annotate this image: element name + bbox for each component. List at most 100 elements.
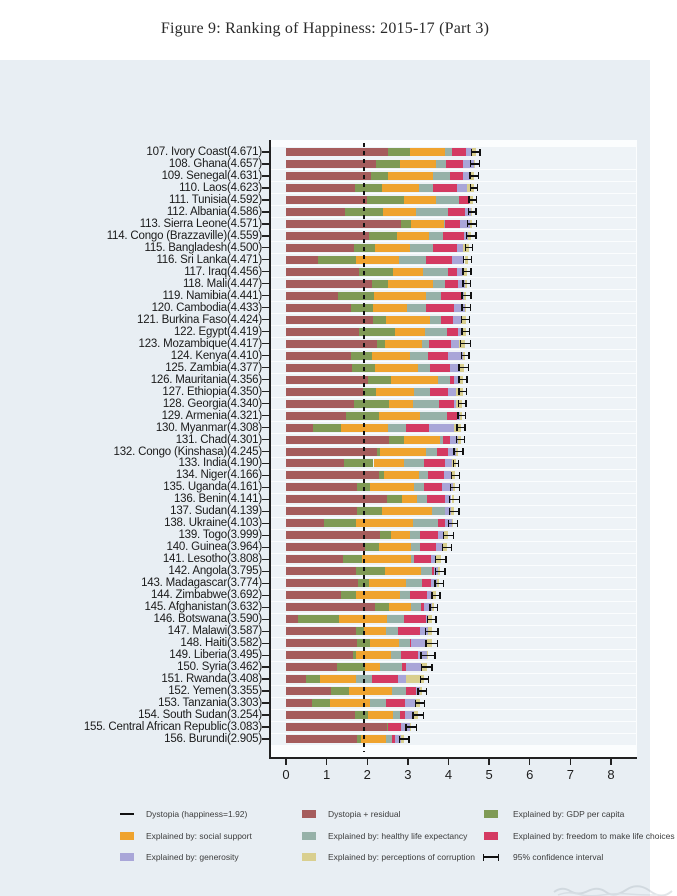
ci-error-bar <box>399 738 409 740</box>
y-tick <box>262 546 270 548</box>
country-label: 123. Mozambique(4.417) <box>138 337 263 350</box>
ci-cap-left <box>459 340 462 348</box>
bar-segment-social_support <box>375 363 418 372</box>
bar-segment-healthy_life_expectancy <box>380 663 402 672</box>
ci-error-bar <box>453 462 459 465</box>
bar-segment-generosity <box>450 363 461 372</box>
bar-segment-healthy_life_expectancy <box>436 159 447 168</box>
ci-error-bar <box>457 414 466 417</box>
bar-segment-dystopia_residual <box>286 303 351 312</box>
bar-segment-perceptions_of_corruption <box>406 675 425 684</box>
ci-cap-left <box>398 735 400 743</box>
ci-error-bar <box>461 331 470 333</box>
bar-segment-generosity <box>458 327 462 336</box>
bar-segment-freedom <box>426 255 452 264</box>
ci-cap-right <box>422 711 425 719</box>
ci-cap-right <box>475 196 477 204</box>
country-label: 147. Malawi(3.587) <box>167 625 262 638</box>
bar-segment-dystopia_residual <box>286 615 298 624</box>
ci-cap-left <box>465 232 468 240</box>
row-stripe <box>271 685 636 697</box>
ci-cap-right <box>439 591 441 599</box>
bar-segment-dystopia_residual <box>286 231 369 240</box>
bar-segment-freedom <box>428 471 445 480</box>
y-tick <box>262 271 270 273</box>
y-tick <box>262 438 270 441</box>
bar-segment-freedom <box>388 723 401 732</box>
bar-segment-dystopia_residual <box>286 255 319 264</box>
ci-error-bar <box>456 438 465 441</box>
ci-cap-left <box>456 424 458 432</box>
bar-segment-dystopia_residual <box>286 148 389 156</box>
ci-error-bar <box>420 678 429 680</box>
bar-segment-dystopia_residual <box>286 675 307 684</box>
ci-cap-left <box>447 519 449 527</box>
country-label: 113. Sierra Leone(4.571) <box>139 217 262 230</box>
bar-segment-gdp_per_capita <box>377 339 386 348</box>
ci-cap-right <box>475 220 477 228</box>
bar-segment-freedom <box>431 567 434 576</box>
bar-segment-dystopia_residual <box>286 543 365 552</box>
ci-cap-left <box>434 579 436 587</box>
country-label: 107. Ivory Coast(4.671) <box>146 146 262 158</box>
bar-segment-social_support <box>394 327 426 336</box>
bar-segment-generosity <box>459 219 470 228</box>
ci-cap-right <box>452 531 455 539</box>
ci-cap-right <box>479 148 481 156</box>
bar-segment-social_support <box>382 207 416 216</box>
row-stripe <box>271 541 636 553</box>
x-tick <box>488 758 490 765</box>
bar-segment-gdp_per_capita <box>358 267 393 276</box>
bar-segment-gdp_per_capita <box>400 219 412 228</box>
ci-error-bar <box>470 187 478 189</box>
ci-error-bar <box>435 570 446 572</box>
bar-segment-healthy_life_expectancy <box>398 639 411 648</box>
bar-segment-social_support <box>403 435 441 444</box>
bar-segment-healthy_life_expectancy <box>423 267 448 276</box>
ci-error-bar <box>458 402 466 405</box>
bar-segment-generosity <box>463 159 474 168</box>
row-stripe <box>271 553 636 565</box>
country-label: 154. South Sudan(3.254) <box>138 709 262 722</box>
ci-error-bar <box>427 618 436 620</box>
ci-cap-left <box>469 172 471 180</box>
bar-segment-generosity <box>447 351 463 360</box>
ci-cap-left <box>442 531 445 539</box>
ci-cap-right <box>462 448 464 455</box>
bar-segment-social_support <box>381 507 433 516</box>
ci-error-bar <box>425 642 438 644</box>
bar-segment-healthy_life_expectancy <box>385 627 399 636</box>
bar-segment-dystopia_residual <box>286 195 368 204</box>
bar-segment-freedom <box>449 375 454 384</box>
ci-error-bar <box>461 319 470 321</box>
ci-cap-left <box>417 687 419 695</box>
bar-segment-healthy_life_expectancy <box>414 483 424 492</box>
bar-segment-dystopia_residual <box>286 387 364 396</box>
bar-segment-gdp_per_capita <box>388 148 411 156</box>
country-label: 156. Burundi(2.905) <box>164 733 262 746</box>
y-tick <box>262 283 270 285</box>
ci-error-bar <box>459 390 467 393</box>
bar-segment-dystopia_residual <box>286 183 355 192</box>
bar-segment-freedom <box>422 579 432 588</box>
bar-segment-gdp_per_capita <box>351 351 372 360</box>
country-label: 126. Mauritania(4.356) <box>150 373 263 386</box>
country-label: 141. Lesotho(3.808) <box>162 553 262 566</box>
ci-error-bar <box>442 546 452 548</box>
ci-cap-right <box>465 388 468 396</box>
ci-error-bar <box>458 366 469 369</box>
legend-item-label: Explained by: GDP per capita <box>513 808 625 819</box>
bar-segment-social_support <box>363 627 386 636</box>
bar-segment-freedom <box>447 267 458 276</box>
ci-cap-left <box>470 160 472 168</box>
bar-segment-healthy_life_expectancy <box>392 687 407 696</box>
bar-segment-generosity <box>447 447 457 456</box>
ci-cap-left <box>420 651 422 659</box>
bar-segment-healthy_life_expectancy <box>429 231 444 240</box>
ci-cap-right <box>458 459 460 467</box>
bar-segment-healthy_life_expectancy <box>419 471 429 480</box>
ci-cap-left <box>460 352 463 360</box>
bar-segment-social_support <box>355 255 399 264</box>
bar-segment-generosity <box>453 303 465 312</box>
country-label: 153. Tanzania(3.303) <box>158 697 262 710</box>
